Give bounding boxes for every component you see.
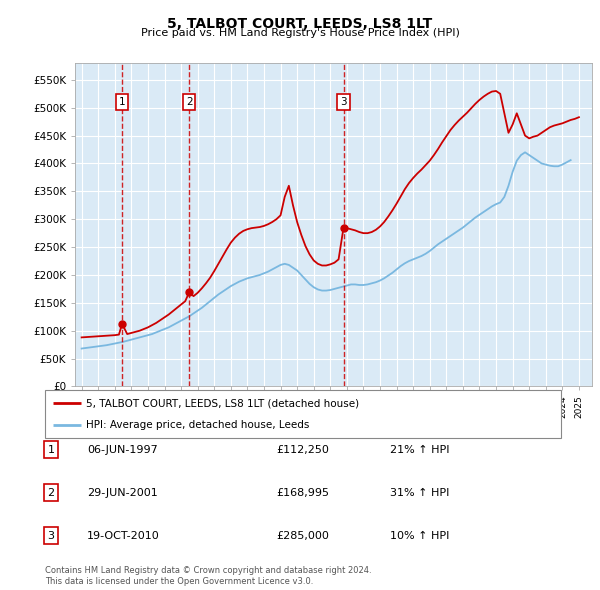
- Text: 19-OCT-2010: 19-OCT-2010: [87, 531, 160, 540]
- Text: 2: 2: [186, 97, 193, 107]
- Text: £168,995: £168,995: [276, 488, 329, 497]
- Text: 1: 1: [47, 445, 55, 454]
- Text: This data is licensed under the Open Government Licence v3.0.: This data is licensed under the Open Gov…: [45, 577, 313, 586]
- Text: 21% ↑ HPI: 21% ↑ HPI: [390, 445, 449, 454]
- Text: £112,250: £112,250: [276, 445, 329, 454]
- Text: 10% ↑ HPI: 10% ↑ HPI: [390, 531, 449, 540]
- Text: £285,000: £285,000: [276, 531, 329, 540]
- Text: 29-JUN-2001: 29-JUN-2001: [87, 488, 158, 497]
- Text: 31% ↑ HPI: 31% ↑ HPI: [390, 488, 449, 497]
- Text: 3: 3: [47, 531, 55, 540]
- Text: Contains HM Land Registry data © Crown copyright and database right 2024.: Contains HM Land Registry data © Crown c…: [45, 566, 371, 575]
- Text: 5, TALBOT COURT, LEEDS, LS8 1LT: 5, TALBOT COURT, LEEDS, LS8 1LT: [167, 17, 433, 31]
- Text: HPI: Average price, detached house, Leeds: HPI: Average price, detached house, Leed…: [86, 420, 310, 430]
- Text: 1: 1: [119, 97, 125, 107]
- Text: 3: 3: [340, 97, 347, 107]
- Text: 2: 2: [47, 488, 55, 497]
- Text: 06-JUN-1997: 06-JUN-1997: [87, 445, 158, 454]
- Text: Price paid vs. HM Land Registry's House Price Index (HPI): Price paid vs. HM Land Registry's House …: [140, 28, 460, 38]
- FancyBboxPatch shape: [45, 390, 561, 438]
- Text: 5, TALBOT COURT, LEEDS, LS8 1LT (detached house): 5, TALBOT COURT, LEEDS, LS8 1LT (detache…: [86, 398, 359, 408]
